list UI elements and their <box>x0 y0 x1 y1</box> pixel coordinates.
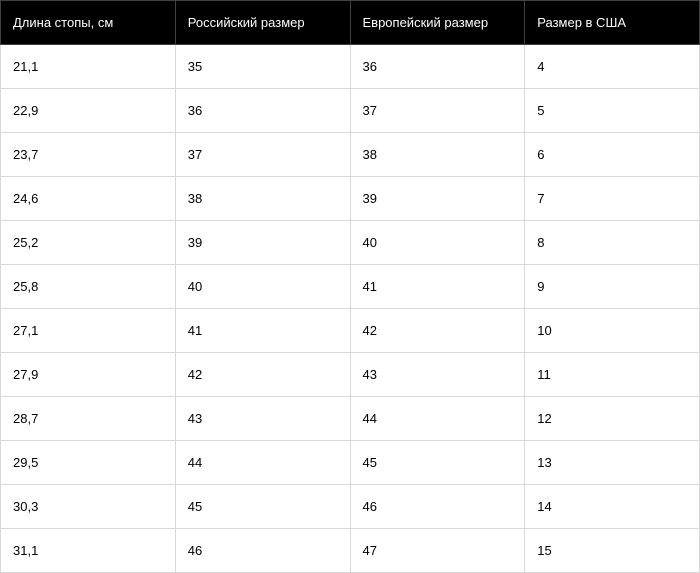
table-cell: 43 <box>175 397 350 441</box>
table-cell: 27,9 <box>1 353 176 397</box>
table-cell: 41 <box>350 265 525 309</box>
table-cell: 36 <box>175 89 350 133</box>
header-row: Длина стопы, см Российский размер Европе… <box>1 1 700 45</box>
size-conversion-table: Длина стопы, см Российский размер Европе… <box>0 0 700 573</box>
table-cell: 37 <box>175 133 350 177</box>
table-cell: 7 <box>525 177 700 221</box>
table-cell: 31,1 <box>1 529 176 573</box>
table-cell: 27,1 <box>1 309 176 353</box>
table-cell: 24,6 <box>1 177 176 221</box>
table-row: 25,239408 <box>1 221 700 265</box>
table-cell: 38 <box>175 177 350 221</box>
table-cell: 37 <box>350 89 525 133</box>
table-cell: 40 <box>350 221 525 265</box>
table-cell: 8 <box>525 221 700 265</box>
table-cell: 46 <box>175 529 350 573</box>
table-cell: 4 <box>525 45 700 89</box>
table-row: 24,638397 <box>1 177 700 221</box>
table-cell: 11 <box>525 353 700 397</box>
table-cell: 35 <box>175 45 350 89</box>
table-body: 21,13536422,93637523,73738624,63839725,2… <box>1 45 700 573</box>
table-cell: 45 <box>175 485 350 529</box>
table-cell: 5 <box>525 89 700 133</box>
table-cell: 44 <box>175 441 350 485</box>
table-cell: 29,5 <box>1 441 176 485</box>
table-cell: 25,8 <box>1 265 176 309</box>
table-cell: 39 <box>175 221 350 265</box>
table-cell: 42 <box>350 309 525 353</box>
table-row: 27,9424311 <box>1 353 700 397</box>
table-cell: 47 <box>350 529 525 573</box>
table-cell: 46 <box>350 485 525 529</box>
table-cell: 6 <box>525 133 700 177</box>
table-cell: 23,7 <box>1 133 176 177</box>
table-cell: 44 <box>350 397 525 441</box>
table-cell: 36 <box>350 45 525 89</box>
table-cell: 15 <box>525 529 700 573</box>
table-cell: 9 <box>525 265 700 309</box>
table-cell: 40 <box>175 265 350 309</box>
table-cell: 25,2 <box>1 221 176 265</box>
table-cell: 22,9 <box>1 89 176 133</box>
table-row: 25,840419 <box>1 265 700 309</box>
table-cell: 42 <box>175 353 350 397</box>
table-cell: 39 <box>350 177 525 221</box>
col-header-european-size: Европейский размер <box>350 1 525 45</box>
table-cell: 28,7 <box>1 397 176 441</box>
table-cell: 13 <box>525 441 700 485</box>
col-header-usa-size: Размер в США <box>525 1 700 45</box>
table-row: 22,936375 <box>1 89 700 133</box>
table-row: 27,1414210 <box>1 309 700 353</box>
table-header: Длина стопы, см Российский размер Европе… <box>1 1 700 45</box>
table-row: 28,7434412 <box>1 397 700 441</box>
col-header-russian-size: Российский размер <box>175 1 350 45</box>
table-cell: 14 <box>525 485 700 529</box>
table-cell: 38 <box>350 133 525 177</box>
table-row: 30,3454614 <box>1 485 700 529</box>
table-cell: 10 <box>525 309 700 353</box>
table-row: 29,5444513 <box>1 441 700 485</box>
table-cell: 30,3 <box>1 485 176 529</box>
table-row: 21,135364 <box>1 45 700 89</box>
table-cell: 21,1 <box>1 45 176 89</box>
table-cell: 41 <box>175 309 350 353</box>
col-header-foot-length: Длина стопы, см <box>1 1 176 45</box>
table-cell: 43 <box>350 353 525 397</box>
table-row: 31,1464715 <box>1 529 700 573</box>
table-row: 23,737386 <box>1 133 700 177</box>
table-cell: 12 <box>525 397 700 441</box>
table-cell: 45 <box>350 441 525 485</box>
